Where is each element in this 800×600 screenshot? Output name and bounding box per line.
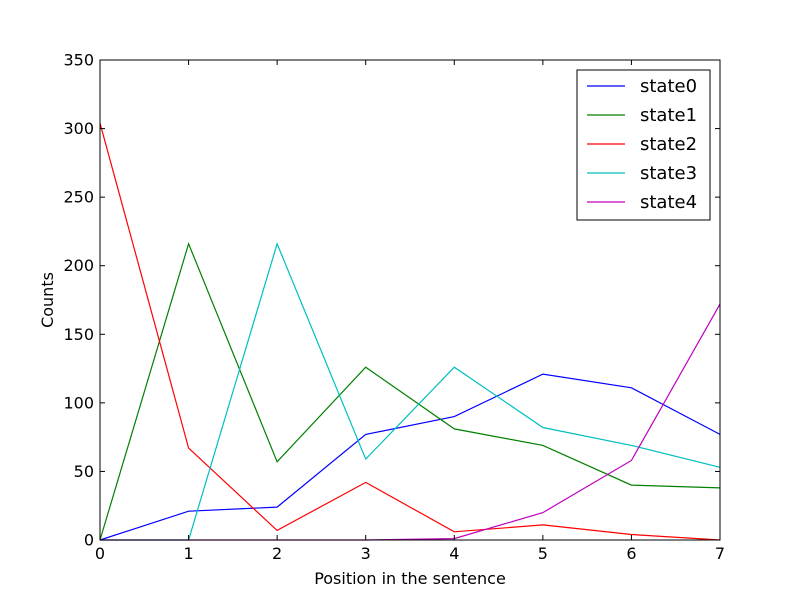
x-tick-label: 0	[95, 544, 105, 563]
plot-frame	[99, 59, 721, 541]
y-tick-label: 50	[74, 462, 94, 481]
x-axis-label: Position in the sentence	[314, 569, 506, 588]
x-tick-label: 7	[715, 544, 725, 563]
legend-box	[576, 69, 711, 221]
legend-label-state0: state0	[640, 76, 697, 97]
x-tick-label: 2	[272, 544, 282, 563]
x-tick-label: 4	[449, 544, 459, 563]
legend-label-state2: state2	[640, 134, 697, 155]
y-tick-label: 150	[63, 325, 94, 344]
x-tick-label: 3	[361, 544, 371, 563]
legend-label-state1: state1	[640, 105, 697, 126]
y-tick-label: 350	[63, 51, 94, 70]
y-tick-label: 250	[63, 188, 94, 207]
x-tick-label: 5	[538, 544, 548, 563]
legend: state0 state1 state2 state3 state4	[576, 69, 711, 221]
x-tick-label: 1	[183, 544, 193, 563]
series-line-state1	[99, 241, 721, 541]
ticks-layer: 0 1 2 3 4 5 6 7 0 50 100 150 200 250 300 350	[63, 51, 725, 564]
y-tick-label: 0	[84, 531, 94, 550]
series-line-state3	[100, 242, 721, 541]
legend-label-state4: state4	[640, 192, 697, 213]
series-layer	[99, 122, 721, 541]
y-tick-label: 100	[63, 393, 94, 412]
series-line-state2	[99, 122, 721, 541]
legend-label-state3: state3	[640, 163, 697, 184]
y-axis-label: Counts	[38, 272, 57, 328]
series-line-state0	[99, 373, 721, 541]
x-tick-label: 6	[626, 544, 636, 563]
y-tick-label: 300	[63, 119, 94, 138]
y-tick-label: 200	[63, 256, 94, 275]
